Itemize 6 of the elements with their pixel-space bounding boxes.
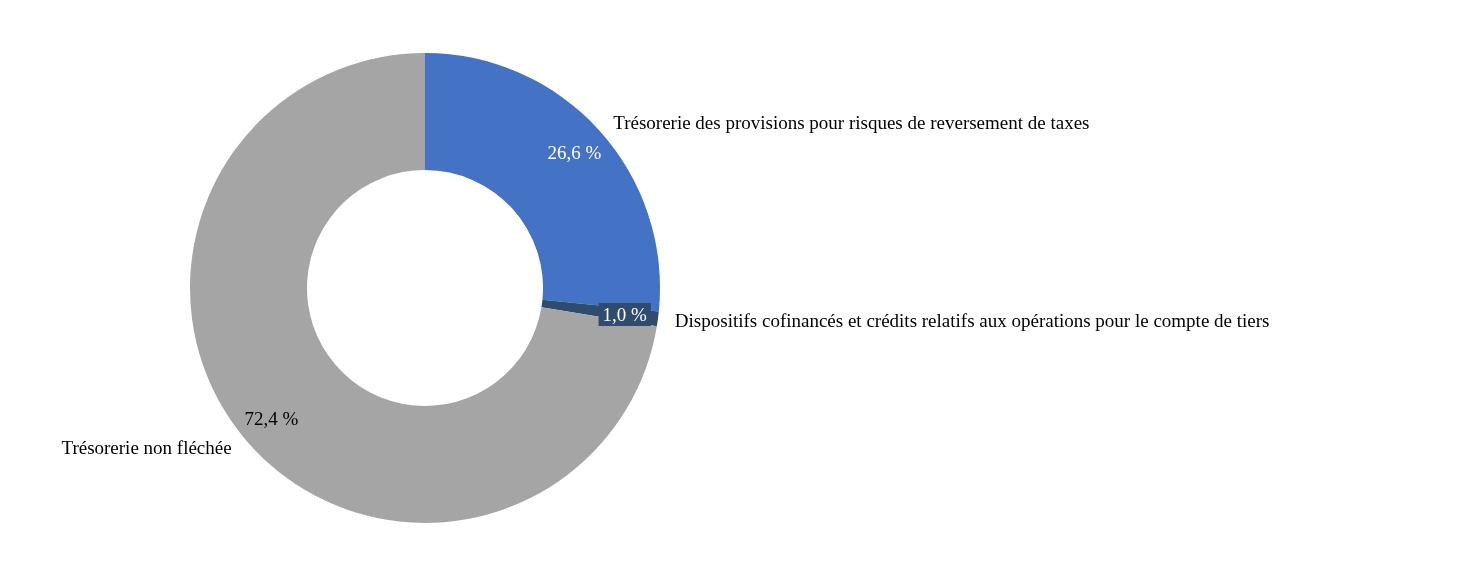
data-label: 26,6 % xyxy=(547,142,602,164)
legend-label: Dispositifs cofinancés et crédits relatifs aux opérations pour le compte de tiers xyxy=(674,310,1270,331)
slice-label: Trésorerie des provisions pour risques de reversement de taxes xyxy=(613,111,1090,133)
slice-label: Trésorerie non fléchée xyxy=(61,437,232,459)
data-label: 1,0 % xyxy=(602,304,648,326)
data-label: 72,4 % xyxy=(244,407,299,429)
